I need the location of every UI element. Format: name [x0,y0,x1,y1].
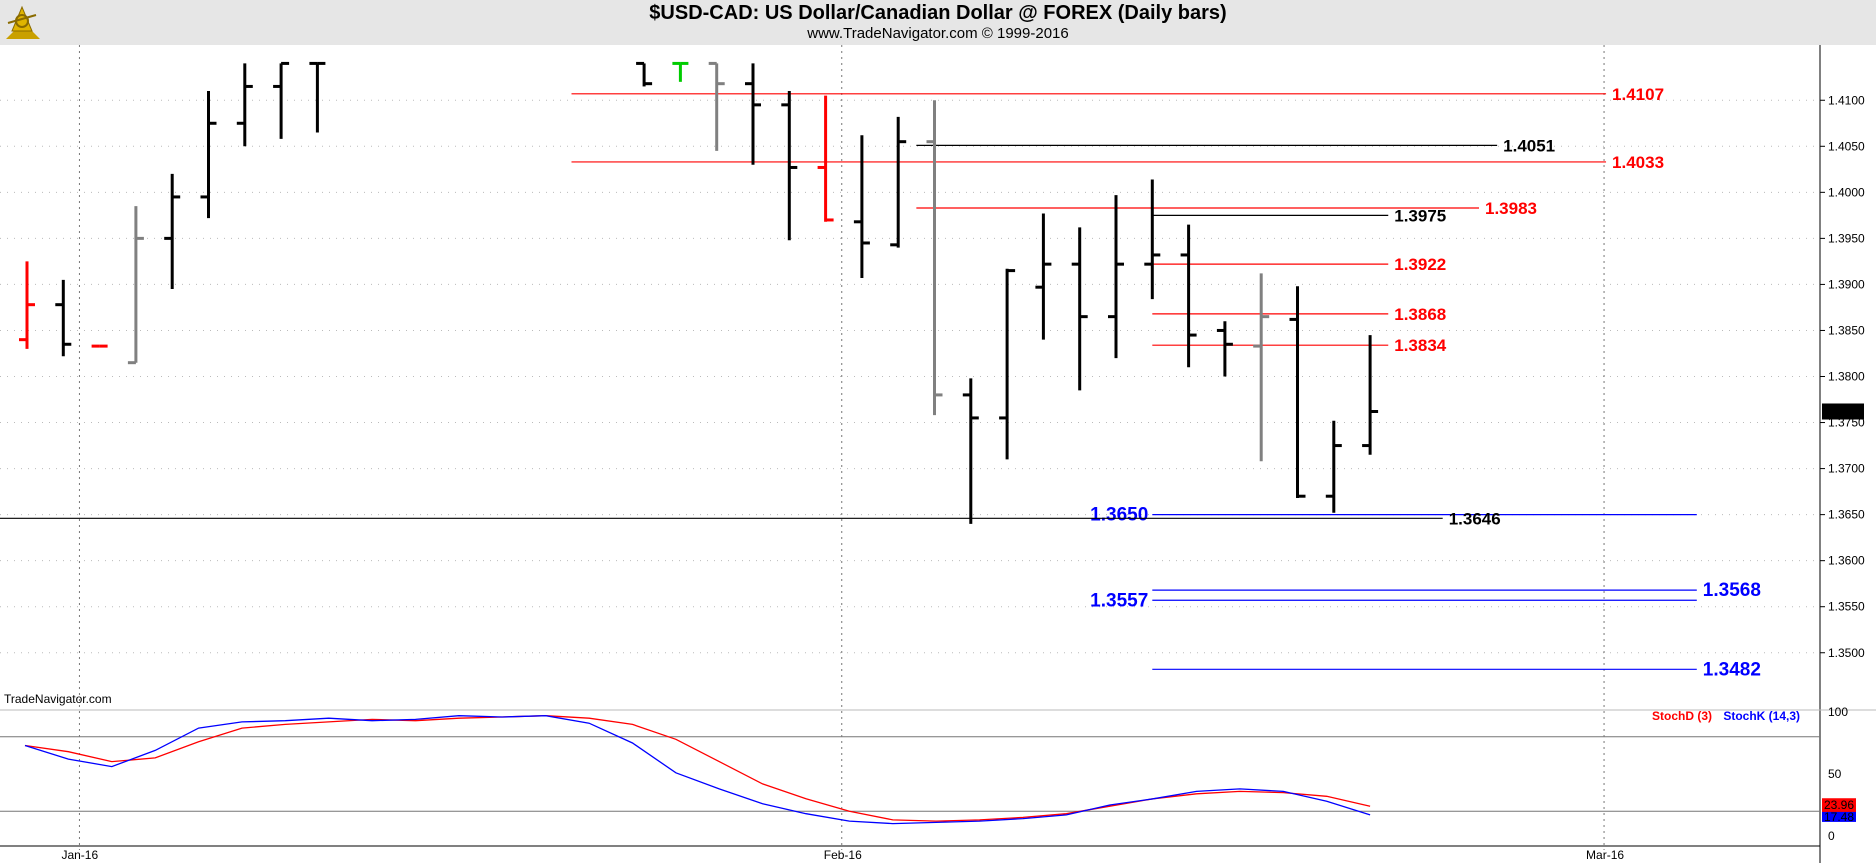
price-tick-label: 1.3700 [1828,462,1865,476]
x-tick-label: Mar-16 [1586,848,1624,862]
level-label-1.4051: 1.4051 [1503,136,1555,155]
x-tick-label: Jan-16 [61,848,98,862]
price-bars [19,61,1379,524]
stoch-series-d [24,715,1371,822]
stoch-tick-label: 100 [1828,705,1848,719]
ohlc-bar [1289,286,1306,499]
ohlc-bar [164,173,181,290]
price-tick-label: 1.3600 [1828,554,1865,568]
ohlc-bar [781,91,798,241]
ohlc-bar [999,268,1016,460]
level-label-1.3834: 1.3834 [1394,336,1447,355]
ohlc-bar [236,63,253,147]
grid-lines [0,45,1876,863]
stochk-last-box [1822,811,1856,822]
ohlc-bar [926,100,943,416]
ohlc-bar [1362,335,1379,455]
level-label-1.4107: 1.4107 [1612,85,1664,104]
ohlc-bar [853,135,870,278]
stoch-tick-label: 0 [1828,829,1835,843]
price-tick-label: 1.3550 [1828,600,1865,614]
date-axis: Jan-16 Feb-16 Mar-16 [0,845,1820,862]
watermark-text: TradeNavigator.com [4,692,112,706]
price-tick-label: 1.3950 [1828,231,1865,245]
ohlc-bar [127,206,144,365]
price-tick-label: 1.3850 [1828,323,1865,337]
level-label-1.4033: 1.4033 [1612,153,1664,172]
legend-stochd: StochD (3) [1652,709,1712,723]
level-label-1.3557: 1.3557 [1090,590,1148,611]
price-tick-label: 1.4000 [1828,185,1865,199]
ohlc-bar [19,261,35,349]
stoch-series-k [24,715,1371,825]
ohlc-bar [890,116,907,248]
price-tick-label: 1.3500 [1828,646,1865,660]
level-label-1.3983: 1.3983 [1485,199,1537,218]
last-price-label: 1.3762 [1824,404,1861,418]
ohlc-bar [1253,273,1270,462]
ohlc-bar [55,279,72,357]
last-price-box [1822,403,1864,420]
ohlc-bar [1216,321,1233,377]
level-lines: 1.4107 1.4051 1.4033 1.3983 1.3975 1.3922 1.38… [0,85,1761,680]
level-label-1.3868: 1.3868 [1394,305,1446,324]
price-tick-label: 1.4050 [1828,139,1865,153]
stochd-last-label: 23.96 [1824,798,1854,812]
level-label-1.3975: 1.3975 [1394,206,1446,225]
price-axis: 1.4100 1.4050 1.4000 1.3950 1.3900 1.3850 1.38… [1820,93,1865,660]
chart-subtitle: www.TradeNavigator.com © 1999-2016 [807,25,1069,42]
ohlc-bar [962,378,979,524]
ohlc-bar [273,61,290,139]
stoch-tick-label: 50 [1828,767,1842,781]
ohlc-bar [309,61,326,133]
level-label-1.3650: 1.3650 [1090,505,1148,526]
ohlc-bar [672,61,689,82]
ohlc-bar [1071,227,1088,391]
tradenavigator-logo-icon [6,5,40,39]
legend-stochk: StochK (14,3) [1723,709,1800,723]
ohlc-bar [1325,420,1342,513]
ohlc-bar [817,95,834,222]
x-tick-label: Feb-16 [824,848,862,862]
price-tick-label: 1.4100 [1828,93,1865,107]
ohlc-bar [1108,195,1124,359]
level-label-1.3646: 1.3646 [1449,509,1501,528]
level-label-1.3922: 1.3922 [1394,255,1446,274]
ohlc-bar [1144,179,1161,300]
ohlc-bar [636,61,653,87]
ohlc-bar [708,61,725,151]
ohlc-bar [1035,213,1052,340]
level-label-1.3568: 1.3568 [1703,580,1761,601]
price-tick-label: 1.3900 [1828,277,1865,291]
level-label-1.3482: 1.3482 [1703,659,1761,680]
chart-title: $USD-CAD: US Dollar/Canadian Dollar @ FO… [649,2,1227,24]
price-tick-label: 1.3650 [1828,508,1865,522]
ohlc-bar [200,91,217,219]
stochd-last-box [1822,798,1856,813]
stochk-last-label: 17.48 [1824,810,1854,824]
chart-header: $USD-CAD: US Dollar/Canadian Dollar @ FO… [0,0,1876,45]
ohlc-bar [745,63,761,165]
ohlc-bar [1180,224,1197,368]
price-tick-label: 1.3800 [1828,370,1865,384]
